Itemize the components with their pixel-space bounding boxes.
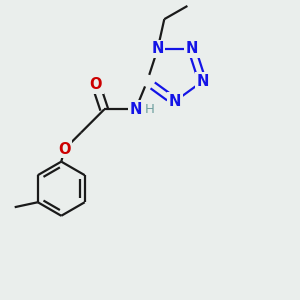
Text: N: N bbox=[152, 41, 164, 56]
Text: N: N bbox=[129, 102, 142, 117]
Text: N: N bbox=[169, 94, 181, 109]
Text: N: N bbox=[186, 41, 198, 56]
Text: O: O bbox=[58, 142, 71, 157]
Text: H: H bbox=[145, 103, 154, 116]
Text: O: O bbox=[90, 77, 102, 92]
Text: N: N bbox=[196, 74, 208, 89]
